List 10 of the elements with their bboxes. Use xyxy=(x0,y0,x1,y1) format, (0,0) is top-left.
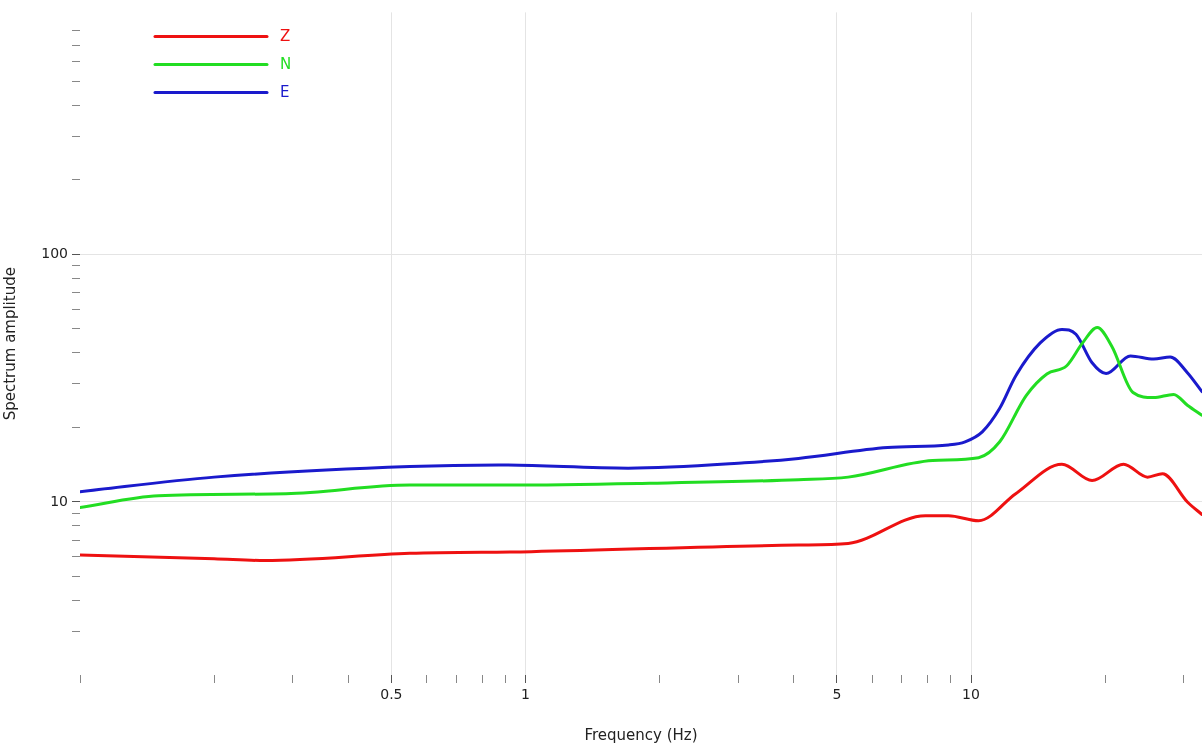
y-tick-label: 100 xyxy=(41,245,68,262)
y-axis-title: Spectrum amplitude xyxy=(0,267,19,421)
text: N xyxy=(280,55,292,74)
text: E xyxy=(280,83,290,102)
text: Z xyxy=(280,27,291,46)
x-tick-label: 1 xyxy=(521,686,530,703)
x-tick-label: 5 xyxy=(832,686,842,703)
x-tick-label: 10 xyxy=(962,686,980,703)
x-axis-title: Frequency (Hz) xyxy=(584,725,698,744)
x-tick-label: 0.5 xyxy=(380,686,403,703)
